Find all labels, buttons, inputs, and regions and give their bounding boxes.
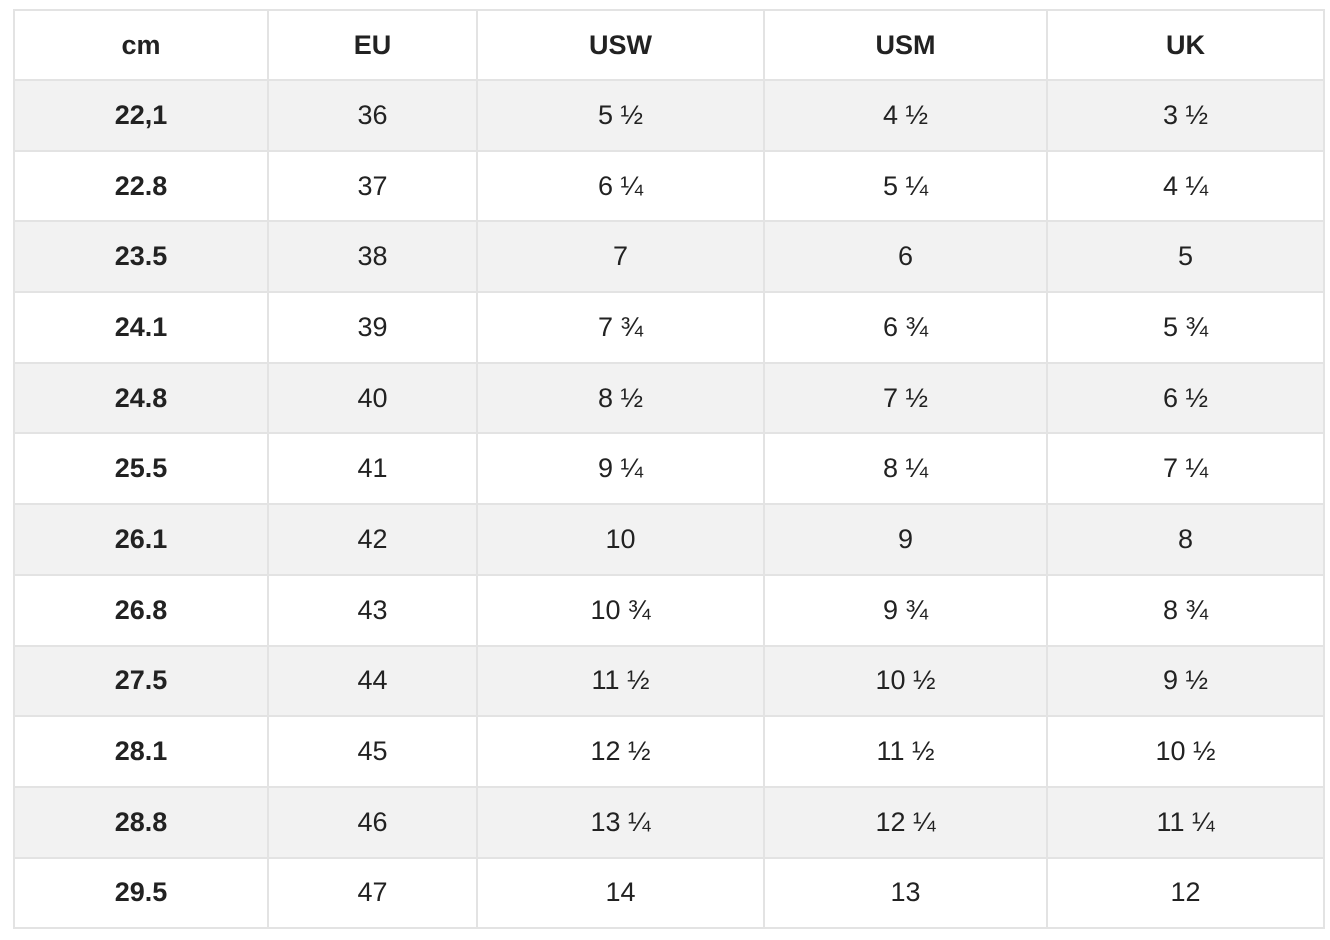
size-cell: 9 ½ [1046,644,1325,718]
size-cell: 3 ½ [1046,79,1325,152]
table-row: 28.1 45 12 ½ 11 ½ 10 ½ [13,715,1325,788]
size-cell: 42 [267,503,478,576]
size-cell: 5 ½ [476,79,765,152]
cm-cell: 26.1 [13,503,269,576]
size-cell: 46 [267,785,478,859]
size-cell: 7 ½ [763,361,1048,435]
size-cell: 11 ¼ [1046,785,1325,859]
size-cell: 45 [267,715,478,788]
size-cell: 10 ½ [1046,715,1325,788]
size-cell: 37 [267,149,478,223]
table-row: 26.1 42 10 9 8 [13,503,1325,576]
size-cell: 8 [1046,503,1325,576]
table-row: 23.5 38 7 6 5 [13,220,1325,294]
size-cell: 12 ¼ [763,785,1048,859]
size-cell: 9 ¼ [476,432,765,506]
size-cell: 4 ½ [763,79,1048,152]
size-cell: 40 [267,361,478,435]
size-cell: 4 ¼ [1046,149,1325,223]
cm-cell: 26.8 [13,573,269,647]
size-cell: 13 [763,856,1048,930]
size-cell: 43 [267,573,478,647]
size-cell: 9 ¾ [763,573,1048,647]
cm-cell: 22,1 [13,79,269,152]
size-cell: 8 ¾ [1046,573,1325,647]
size-cell: 11 ½ [476,644,765,718]
size-cell: 8 ¼ [763,432,1048,506]
size-cell: 11 ½ [763,715,1048,788]
size-cell: 10 ½ [763,644,1048,718]
size-cell: 39 [267,291,478,364]
size-cell: 9 [763,503,1048,576]
size-cell: 6 ¾ [763,291,1048,364]
size-cell: 12 ½ [476,715,765,788]
cm-cell: 23.5 [13,220,269,294]
cm-cell: 24.1 [13,291,269,364]
size-cell: 36 [267,79,478,152]
size-cell: 7 [476,220,765,294]
table-head: cm EU USW USM UK [13,9,1325,81]
size-cell: 13 ¼ [476,785,765,859]
size-cell: 5 [1046,220,1325,294]
cm-cell: 22.8 [13,149,269,223]
size-cell: 6 ¼ [476,149,765,223]
size-cell: 44 [267,644,478,718]
size-cell: 10 [476,503,765,576]
size-cell: 14 [476,856,765,930]
size-cell: 6 ½ [1046,361,1325,435]
header-cell: USW [476,9,765,81]
table-row: 28.8 46 13 ¼ 12 ¼ 11 ¼ [13,785,1325,859]
size-cell: 12 [1046,856,1325,930]
size-cell: 7 ¼ [1046,432,1325,506]
cm-cell: 24.8 [13,361,269,435]
table-row: 29.5 47 14 13 12 [13,856,1325,930]
size-cell: 38 [267,220,478,294]
size-cell: 7 ¾ [476,291,765,364]
header-cell: UK [1046,9,1325,81]
header-cell: EU [267,9,478,81]
cm-cell: 28.1 [13,715,269,788]
size-cell: 47 [267,856,478,930]
size-cell: 5 ¾ [1046,291,1325,364]
size-cell: 10 ¾ [476,573,765,647]
size-cell: 6 [763,220,1048,294]
size-cell: 41 [267,432,478,506]
cm-cell: 25.5 [13,432,269,506]
cm-cell: 28.8 [13,785,269,859]
size-cell: 8 ½ [476,361,765,435]
header-cell: cm [13,9,269,81]
header-cell: USM [763,9,1048,81]
cm-cell: 29.5 [13,856,269,930]
header-row: cm EU USW USM UK [13,9,1325,81]
cm-cell: 27.5 [13,644,269,718]
size-cell: 5 ¼ [763,149,1048,223]
